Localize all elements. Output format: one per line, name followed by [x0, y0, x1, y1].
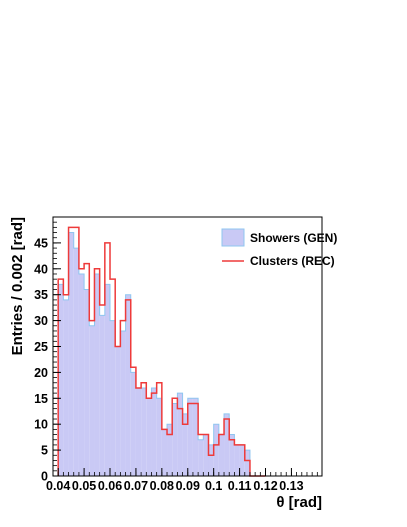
y-tick-label: 35 — [34, 288, 48, 302]
gen-bar — [141, 387, 147, 476]
y-tick-label: 30 — [34, 314, 48, 328]
x-tick-label: 0.05 — [72, 479, 96, 493]
gen-bar — [151, 387, 157, 476]
gen-bar — [213, 424, 219, 476]
gen-bar — [135, 387, 142, 476]
gen-bar — [58, 284, 64, 476]
x-tick-label: 0.06 — [98, 479, 122, 493]
x-axis-title: θ [rad] — [276, 494, 322, 511]
x-tick-label: 0.08 — [150, 479, 174, 493]
y-axis: 0 5 10 15 20 25 30 35 40 45 — [34, 216, 61, 484]
gen-bar — [115, 346, 121, 476]
y-axis-title: Entries / 0.002 [rad] — [9, 217, 26, 355]
x-axis: 0.04 0.05 0.06 0.07 0.08 0.09 0.1 0.11 0.12 0.13 — [46, 468, 318, 493]
gen-bar — [130, 372, 136, 476]
y-tick-label: 15 — [34, 392, 48, 406]
gen-bar — [208, 444, 214, 476]
gen-bar — [218, 434, 225, 476]
gen-bar — [94, 273, 100, 476]
gen-bar — [110, 320, 116, 476]
legend: Showers (GEN) Clusters (REC) — [221, 228, 337, 268]
x-tick-label: 0.07 — [124, 479, 148, 493]
y-tick-label: 20 — [34, 366, 48, 380]
y-tick-label: 25 — [34, 340, 48, 354]
x-tick-label: 0.04 — [46, 479, 70, 493]
gen-bar — [99, 315, 105, 476]
gen-bar — [161, 429, 168, 476]
x-tick-label: 0.12 — [253, 479, 277, 493]
gen-bar — [239, 444, 245, 476]
gen-bar — [234, 444, 240, 476]
gen-bar — [224, 413, 230, 476]
gen-bar — [192, 398, 199, 476]
y-tick-label: 40 — [34, 262, 48, 276]
gen-bar — [68, 232, 74, 476]
gen-bar — [104, 284, 111, 476]
gen-bar — [244, 450, 250, 476]
legend-swatch-gen — [221, 228, 245, 247]
gen-bar — [84, 289, 90, 476]
rec-step-line — [57, 226, 266, 477]
series-rec-group — [57, 226, 266, 477]
gen-bar — [229, 434, 235, 476]
x-tick-label: 0.11 — [228, 479, 252, 493]
gen-bar — [187, 398, 193, 476]
gen-bar — [203, 434, 209, 476]
legend-label-gen: Showers (GEN) — [250, 231, 337, 245]
gen-bar — [182, 413, 188, 476]
gen-bar — [198, 439, 204, 476]
x-tick-label: 0.13 — [279, 479, 303, 493]
gen-bar — [89, 325, 95, 476]
y-tick-label: 5 — [41, 444, 48, 458]
gen-bar — [172, 403, 178, 476]
series-gen-group — [57, 232, 266, 477]
y-tick-label: 10 — [34, 418, 48, 432]
gen-bar — [120, 330, 126, 476]
gen-bar — [63, 299, 69, 476]
legend-label-rec: Clusters (REC) — [250, 254, 335, 268]
gen-bar — [78, 273, 85, 476]
gen-bar — [73, 248, 79, 476]
y-tick-label: 0 — [41, 470, 48, 484]
gen-bar — [167, 424, 173, 476]
y-tick-label: 45 — [34, 236, 48, 250]
gen-bar — [156, 398, 162, 476]
gen-bar — [177, 393, 183, 476]
gen-bar — [125, 294, 131, 476]
x-tick-label: 0.1 — [205, 479, 222, 493]
gen-bar — [146, 398, 152, 476]
x-tick-label: 0.09 — [176, 479, 200, 493]
